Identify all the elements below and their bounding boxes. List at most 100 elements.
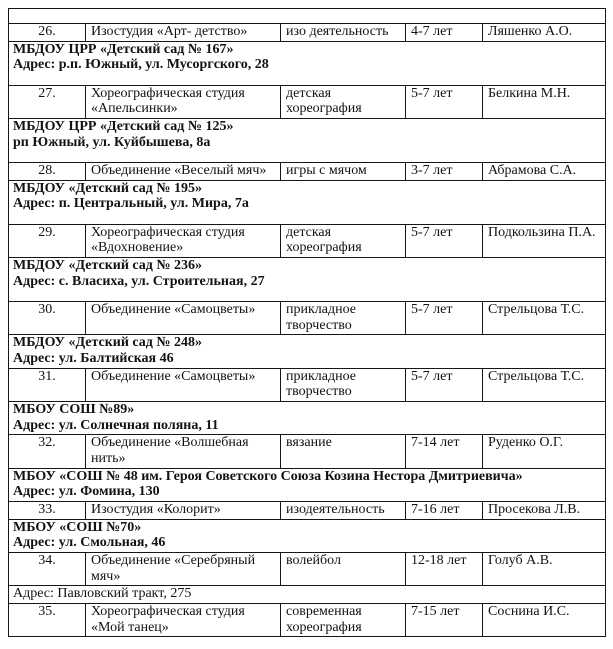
teacher-name: Руденко О.Г. [481, 434, 607, 469]
section-cell: МБДОУ «Детский сад № 195» Адрес: п. Центр… [7, 179, 607, 225]
club-name: Хореографическая студия «Вдохновение» [85, 223, 281, 259]
age-range: 5-7 лет [405, 84, 483, 120]
activity-type: прикладное творчество [280, 301, 406, 336]
age-range: 4-7 лет [405, 23, 483, 42]
section-cell: МБОУ «СОШ №70» Адрес: ул. Смольная, 46 [7, 518, 607, 554]
activity-type: изо деятельность [280, 23, 406, 42]
teacher-name: Просекова Л.В. [481, 501, 607, 520]
section-line: МБДОУ «Детский сад № 248» [13, 335, 202, 351]
club-name: Объединение «Самоцветы» [85, 301, 281, 336]
section-line: Адрес: ул. Смольная, 46 [13, 535, 166, 551]
section-line: МБОУ СОШ №89» [13, 402, 135, 418]
row-number: 29. [8, 223, 86, 259]
row-number: 30. [8, 301, 86, 336]
activity-type: игры с мячом [280, 162, 406, 181]
club-name: Объединение «Волшебная нить» [85, 434, 281, 469]
section-line: МБДОУ «Детский сад № 195» [13, 180, 202, 196]
club-name: Объединение «Серебряный мяч» [85, 552, 281, 587]
club-name: Изостудия «Колорит» [85, 501, 281, 520]
section-line: Адрес: ул. Балтийская 46 [13, 351, 174, 367]
section-line: Адрес: с. Власиха, ул. Строительная, 27 [13, 273, 265, 289]
club-name: Изостудия «Арт- детство» [85, 23, 281, 42]
activity-type: вязание [280, 434, 406, 469]
section-line: МБДОУ ЦРР «Детский сад № 125» [13, 119, 234, 135]
section-line: МБДОУ «Детский сад № 236» [13, 258, 202, 274]
table-row: 34. Объединение «Серебряный мяч» волейбол 1… [8, 552, 607, 587]
section-line: МБОУ «СОШ № 48 им. Героя Советского Союз… [13, 468, 523, 484]
activity-type: изодеятельность [280, 501, 406, 520]
section-row: МБОУ СОШ №89» Адрес: ул. Солнечная поляна… [7, 401, 607, 436]
section-row: МБДОУ «Детский сад № 195» Адрес: п. Центр… [7, 179, 607, 225]
section-line: Адрес: ул. Солнечная поляна, 11 [13, 417, 219, 433]
table-row: 32. Объединение «Волшебная нить» вязание 7-… [8, 434, 607, 469]
age-range: 12-18 лет [405, 552, 483, 587]
section-cell: МБДОУ «Детский сад № 236» Адрес: с. Власи… [7, 257, 607, 303]
section-cell: Адрес: Павловский тракт, 275 [7, 585, 607, 605]
activity-type: прикладное творчество [280, 367, 406, 403]
row-number: 28. [8, 162, 86, 181]
activity-type: волейбол [280, 552, 406, 587]
section-cell: МБДОУ ЦРР «Детский сад № 167» Адрес: р.п.… [7, 40, 607, 86]
section-row: МБОУ «СОШ №70» Адрес: ул. Смольная, 46 [7, 518, 607, 554]
section-line: рп Южный, ул. Куйбышева, 8а [13, 134, 211, 150]
section-cell: МБОУ «СОШ № 48 им. Героя Советского Союз… [7, 467, 607, 503]
teacher-name: Голуб А.В. [481, 552, 607, 587]
section-row: МБДОУ ЦРР «Детский сад № 167» Адрес: р.п.… [7, 40, 607, 86]
section-line: Адрес: р.п. Южный, ул. Мусоргского, 28 [13, 57, 269, 73]
teacher-name: Стрельцова Т.С. [481, 301, 607, 336]
table-row: 28. Объединение «Веселый мяч» игры с мячом… [8, 162, 607, 181]
teacher-name: Подкользина П.А. [481, 223, 607, 259]
row-number: 34. [8, 552, 86, 587]
section-line: МБДОУ ЦРР «Детский сад № 167» [13, 41, 234, 57]
table-row: 31. Объединение «Самоцветы» прикладное тво… [8, 367, 607, 403]
section-cell: МБДОУ ЦРР «Детский сад № 125» рп Южный, у… [7, 118, 607, 164]
section-line: Адрес: п. Центральный, ул. Мира, 7а [13, 196, 249, 212]
section-row: МБОУ «СОШ № 48 им. Героя Советского Союз… [7, 467, 607, 503]
row-number: 35. [8, 603, 86, 638]
table-row: 30. Объединение «Самоцветы» прикладное тво… [8, 301, 607, 336]
row-number: 26. [8, 23, 86, 42]
clubs-table: 26. Изостудия «Арт- детство» изо деятельно… [7, 8, 607, 638]
table-row: 26. Изостудия «Арт- детство» изо деятельно… [8, 23, 607, 42]
table-row: 33. Изостудия «Колорит» изодеятельность 7-1… [8, 501, 607, 520]
club-name: Объединение «Веселый мяч» [85, 162, 281, 181]
age-range: 3-7 лет [405, 162, 483, 181]
age-range: 7-16 лет [405, 501, 483, 520]
club-name: Объединение «Самоцветы» [85, 367, 281, 403]
activity-type: детская хореография [280, 223, 406, 259]
section-row: МБДОУ ЦРР «Детский сад № 125» рп Южный, у… [7, 118, 607, 164]
teacher-name: Стрельцова Т.С. [481, 367, 607, 403]
section-cell: МБОУ СОШ №89» Адрес: ул. Солнечная поляна… [7, 401, 607, 436]
club-name: Хореографическая студия «Апельсинки» [85, 84, 281, 120]
row-number: 31. [8, 367, 86, 403]
activity-type: детская хореография [280, 84, 406, 120]
age-range: 5-7 лет [405, 223, 483, 259]
spacer-cell [7, 8, 607, 24]
teacher-name: Абрамова С.А. [481, 162, 607, 181]
table-row: 27. Хореографическая студия «Апельсинки» д… [8, 84, 607, 120]
activity-type: современная хореография [280, 603, 406, 638]
teacher-name: Белкина М.Н. [481, 84, 607, 120]
age-range: 5-7 лет [405, 367, 483, 403]
spacer-row [7, 8, 607, 24]
teacher-name: Соснина И.С. [481, 603, 607, 638]
section-row: МБДОУ «Детский сад № 248» Адрес: ул. Балт… [7, 334, 607, 369]
age-range: 7-15 лет [405, 603, 483, 638]
table-row: 35. Хореографическая студия «Мой танец» со… [8, 603, 607, 638]
section-line: Адрес: Павловский тракт, 275 [13, 586, 192, 602]
row-number: 32. [8, 434, 86, 469]
section-line: МБОУ «СОШ №70» [13, 519, 142, 535]
table-row: 29. Хореографическая студия «Вдохновение»… [8, 223, 607, 259]
section-row: МБДОУ «Детский сад № 236» Адрес: с. Власи… [7, 257, 607, 303]
age-range: 5-7 лет [405, 301, 483, 336]
clubs-table-body: 26. Изостудия «Арт- детство» изо деятельно… [7, 8, 607, 638]
teacher-name: Ляшенко А.О. [481, 23, 607, 42]
section-line: Адрес: ул. Фомина, 130 [13, 484, 160, 500]
club-name: Хореографическая студия «Мой танец» [85, 603, 281, 638]
section-cell: МБДОУ «Детский сад № 248» Адрес: ул. Балт… [7, 334, 607, 369]
age-range: 7-14 лет [405, 434, 483, 469]
row-number: 27. [8, 84, 86, 120]
section-row: Адрес: Павловский тракт, 275 [7, 585, 607, 605]
row-number: 33. [8, 501, 86, 520]
